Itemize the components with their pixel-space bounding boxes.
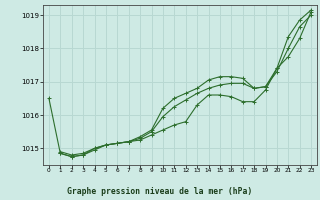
Text: Graphe pression niveau de la mer (hPa): Graphe pression niveau de la mer (hPa) <box>68 187 252 196</box>
